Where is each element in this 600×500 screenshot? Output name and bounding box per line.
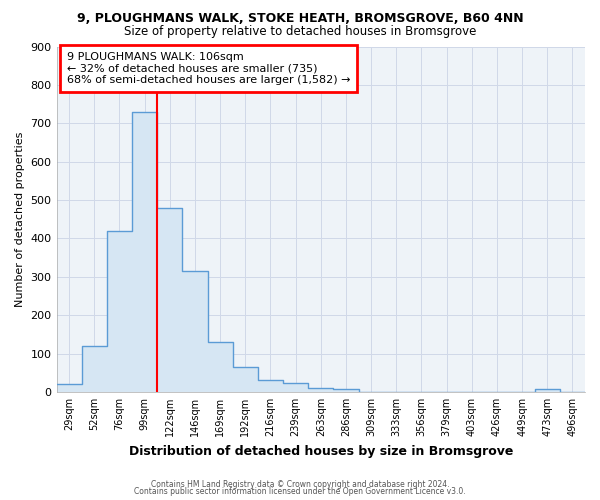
Text: 9, PLOUGHMANS WALK, STOKE HEATH, BROMSGROVE, B60 4NN: 9, PLOUGHMANS WALK, STOKE HEATH, BROMSGR… [77,12,523,26]
Text: Size of property relative to detached houses in Bromsgrove: Size of property relative to detached ho… [124,25,476,38]
Text: Contains HM Land Registry data © Crown copyright and database right 2024.: Contains HM Land Registry data © Crown c… [151,480,449,489]
Text: Contains public sector information licensed under the Open Government Licence v3: Contains public sector information licen… [134,487,466,496]
Y-axis label: Number of detached properties: Number of detached properties [15,132,25,307]
Polygon shape [56,112,585,392]
Text: 9 PLOUGHMANS WALK: 106sqm
← 32% of detached houses are smaller (735)
68% of semi: 9 PLOUGHMANS WALK: 106sqm ← 32% of detac… [67,52,350,85]
X-axis label: Distribution of detached houses by size in Bromsgrove: Distribution of detached houses by size … [128,444,513,458]
